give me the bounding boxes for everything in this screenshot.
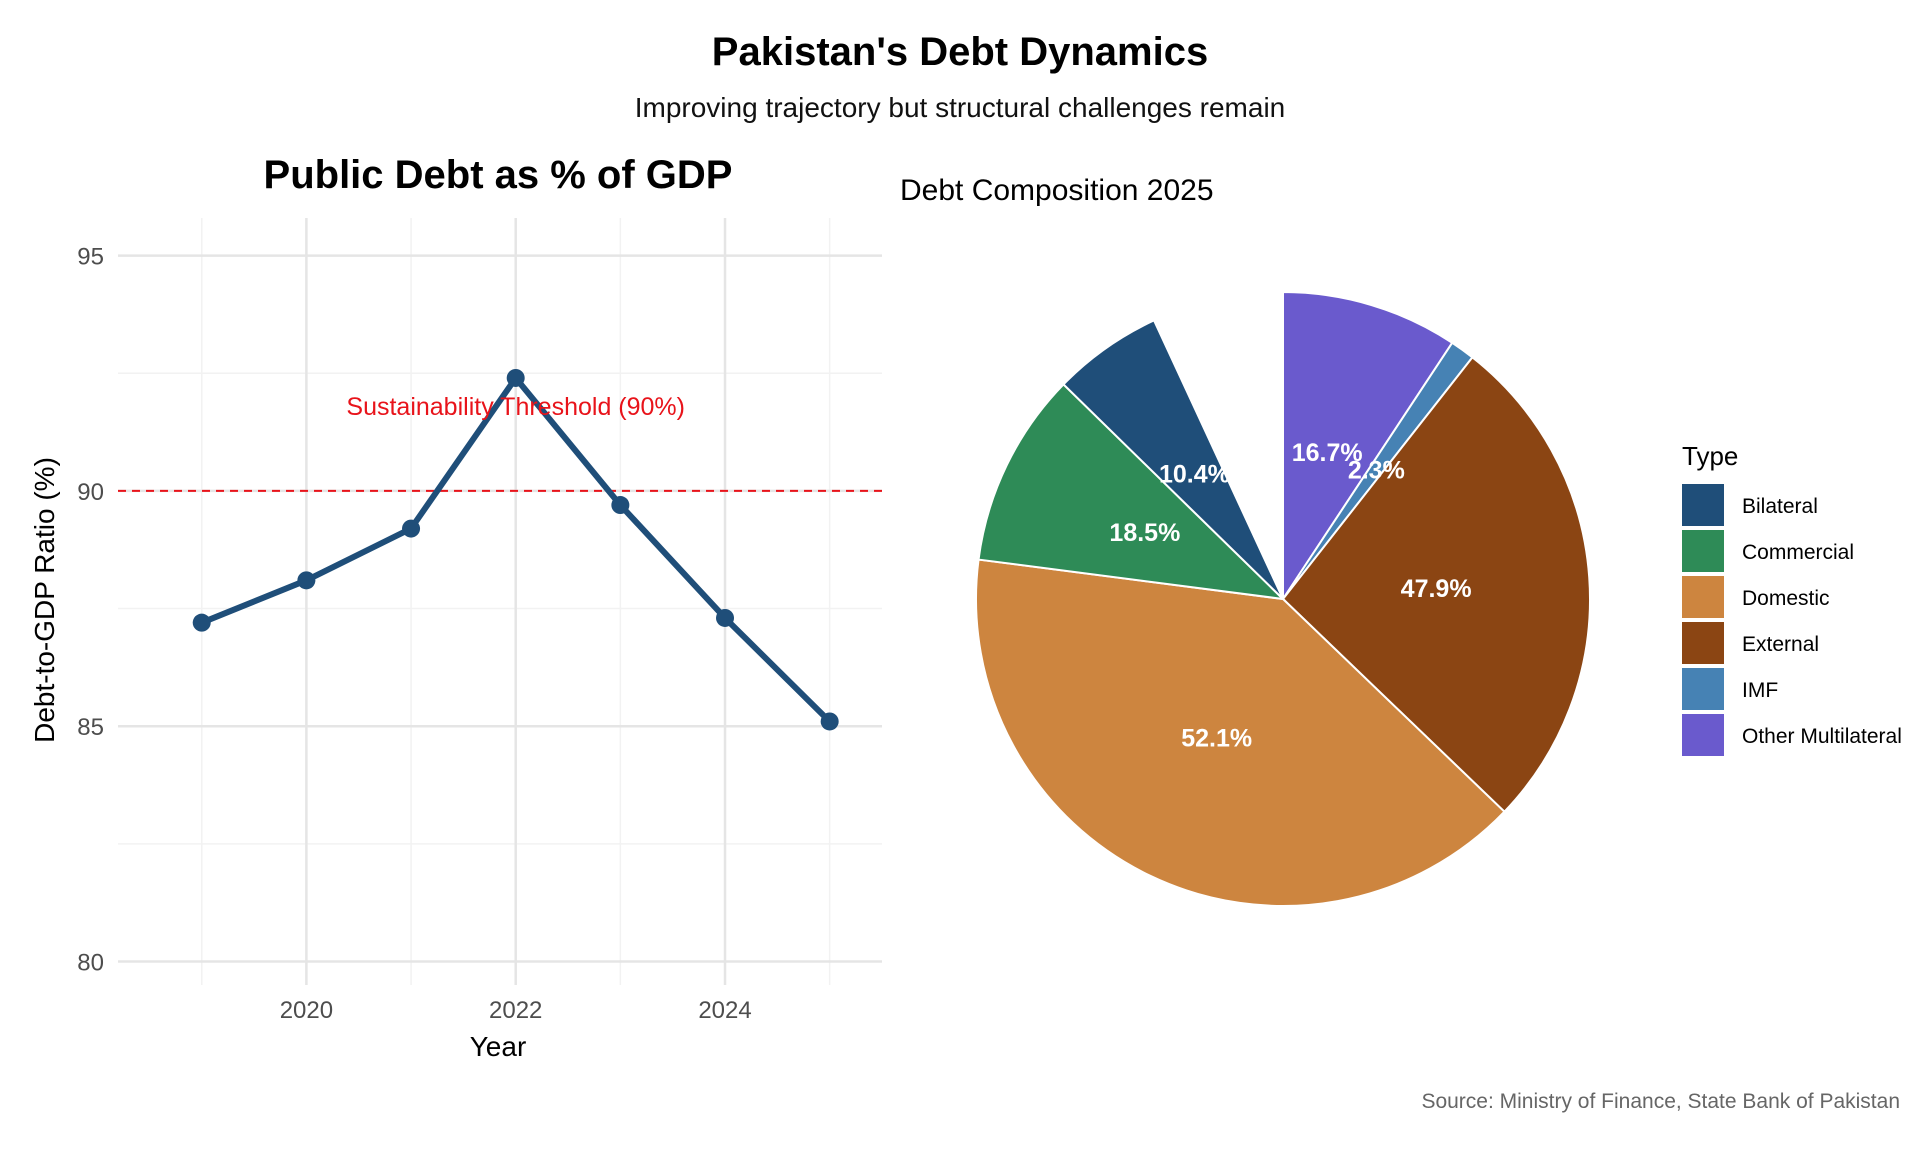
slice-label: 16.7% [1292,439,1363,467]
pie-slice [1282,341,1474,600]
legend-swatch [1682,576,1724,618]
pie-slice [1062,319,1284,600]
legend-swatch [1682,668,1724,710]
data-point [820,712,839,731]
grid-lines [118,218,882,985]
y-tick-label: 80 [77,949,104,976]
slice-label: 10.4% [1159,461,1230,489]
legend-label: Other Multilateral [1742,725,1902,748]
pie-slice [1282,290,1454,603]
legend-title: Type [1682,441,1738,471]
y-tick-label: 90 [77,479,104,506]
line-chart-title: Public Debt as % of GDP [264,153,733,197]
x-tick-label: 2020 [280,997,333,1024]
legend: Bilateral Commercial Domestic External IMF Ot… [1682,484,1902,756]
pie-slice [1281,355,1591,814]
legend-label: Bilateral [1742,495,1818,518]
slice-label: 47.9% [1401,575,1472,603]
legend-swatch [1682,714,1724,756]
slice-label: 52.1% [1181,724,1252,752]
source-caption: Source: Ministry of Finance, State Bank … [1421,1090,1900,1113]
data-point [716,608,735,627]
slice-label: 18.5% [1109,519,1180,547]
legend-swatch [1682,622,1724,664]
data-point [402,519,421,538]
line-chart: Public Debt as % of GDP Debt-to-GDP Rati… [29,153,882,1062]
y-tick-label: 95 [77,244,104,271]
legend-label: Commercial [1742,541,1854,564]
slice-label: 2.3% [1348,456,1405,484]
pie-slices [975,290,1591,907]
legend-label: IMF [1742,679,1778,702]
data-point [192,613,211,632]
data-point [506,368,525,387]
page-subtitle: Improving trajectory but structural chal… [634,92,1286,123]
pie-labels: 16.7%2.3% 47.9% 52.1% 18.5% 10.4% [1109,439,1471,752]
x-tick-label: 2022 [489,997,542,1024]
data-point [297,571,316,590]
legend-label: Domestic [1742,587,1830,610]
pie-slice [975,558,1506,907]
x-tick-label: 2024 [698,997,751,1024]
legend-swatch [1682,484,1724,526]
pie-chart-title: Debt Composition 2025 [900,174,1214,207]
threshold-annotation: Sustainability Threshold (90%) [346,393,685,421]
page-title: Pakistan's Debt Dynamics [711,30,1209,74]
pie-slice [977,382,1286,601]
y-tick-label: 85 [77,714,104,741]
legend-label: External [1742,633,1819,656]
x-axis-label: Year [470,1031,527,1062]
legend-swatch [1682,530,1724,572]
data-point [611,496,630,515]
y-axis-label: Debt-to-GDP Ratio (%) [29,457,60,743]
